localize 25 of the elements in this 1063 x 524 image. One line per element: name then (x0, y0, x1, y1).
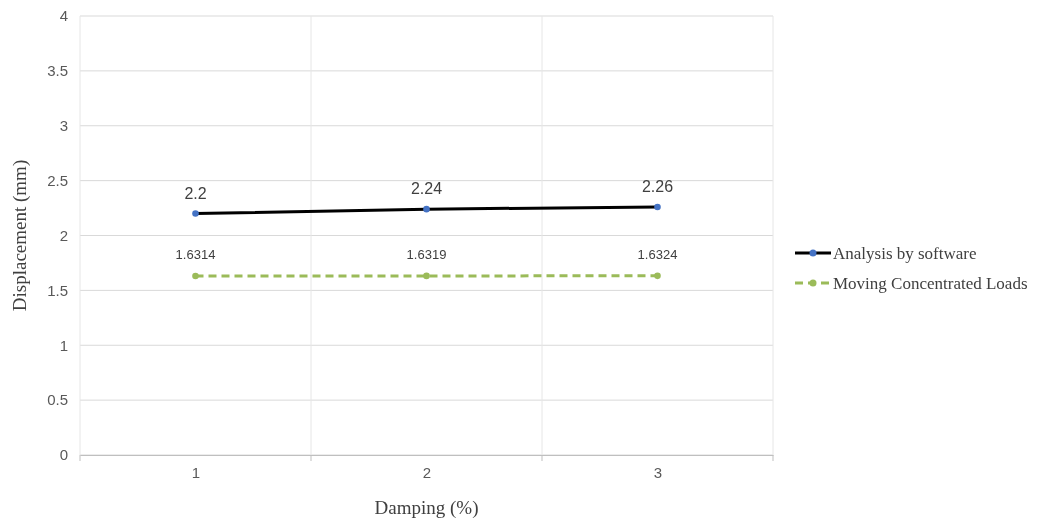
x-tick-label: 2 (422, 463, 432, 481)
x-tick-label: 1 (191, 463, 201, 481)
y-tick-label: 2 (59, 226, 68, 244)
data-label: 1.6324 (637, 246, 678, 262)
y-axis-title: Displacement (mm) (9, 159, 31, 312)
y-tick-label: 3.5 (47, 62, 68, 80)
y-tick-label: 0.5 (47, 391, 68, 409)
data-label: 1.6314 (175, 246, 216, 262)
data-label: 2.2 (184, 184, 207, 202)
legend-label: Moving Concentrated Loads (833, 274, 1028, 293)
x-axis-title: Damping (%) (374, 497, 479, 519)
y-tick-label: 1.5 (47, 281, 68, 299)
data-label: 2.26 (641, 177, 674, 195)
y-tick-label: 4 (59, 7, 68, 25)
legend-label: Analysis by software (833, 244, 977, 263)
point (192, 272, 199, 280)
y-tick-label: 2.5 (47, 171, 68, 189)
point (423, 272, 430, 280)
point (654, 272, 661, 280)
x-tick-label: 3 (653, 463, 663, 481)
data-label: 2.24 (410, 180, 443, 198)
y-tick-label: 3 (59, 117, 68, 135)
y-tick-label: 1 (59, 336, 68, 354)
y-tick-label: 0 (59, 446, 68, 464)
data-label: 1.6319 (406, 246, 447, 262)
